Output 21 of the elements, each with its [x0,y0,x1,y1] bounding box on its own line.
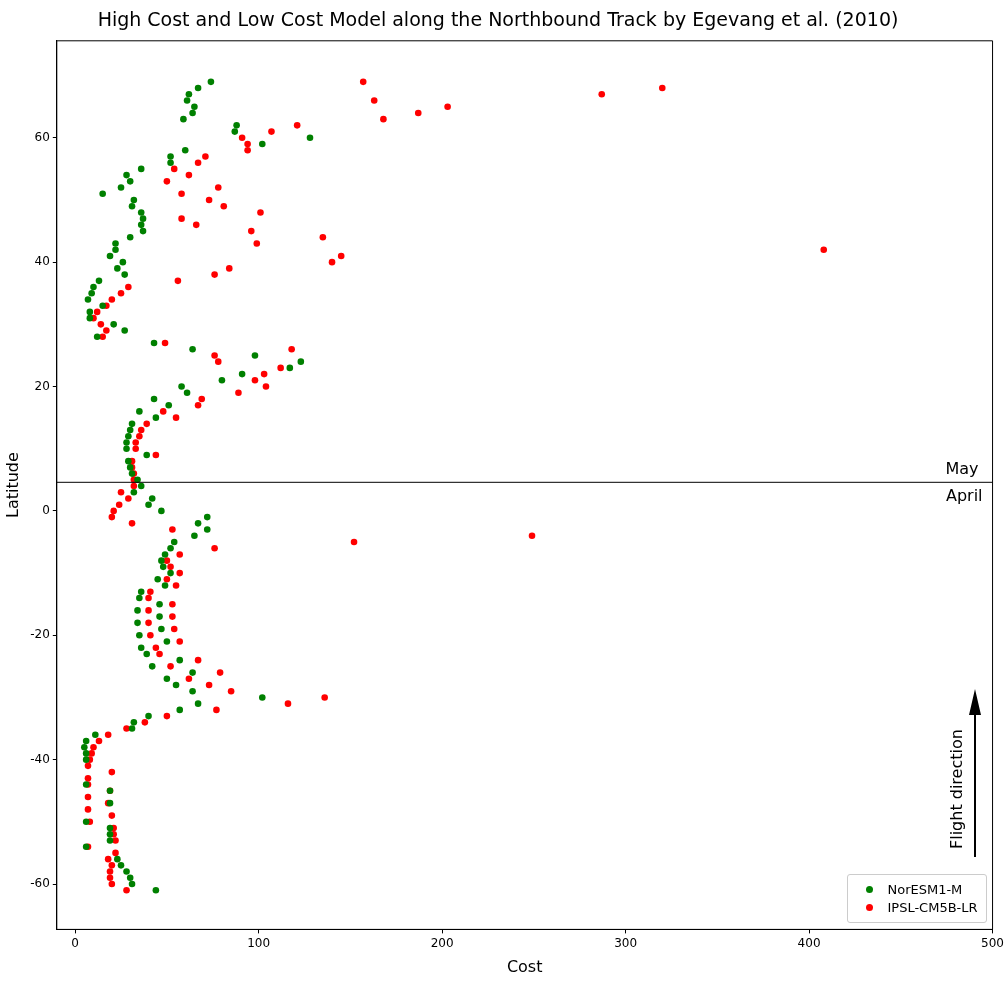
y-tick-label: 20 [34,378,50,393]
y-tick-label: 0 [42,503,50,518]
y-axis-title: Latitude [2,452,22,519]
legend-label: IPSL-CM5B-LR [887,900,978,916]
x-tick-label: 300 [614,935,638,950]
legend-label: NorESM1-M [887,882,963,898]
x-tick-label: 500 [981,935,1004,950]
annotation: April [945,486,983,506]
ref-line-label: May [945,459,979,479]
y-tick-label: 40 [34,254,50,269]
x-axis-title: Cost [506,956,543,976]
x-tick-label: 200 [430,935,454,950]
x-tick-label: 400 [797,935,821,950]
y-tick-label: -40 [30,751,50,766]
y-tick-label: 60 [34,129,50,144]
x-tick-label: 100 [247,935,271,950]
y-tick-label: -60 [30,876,50,891]
x-tick-label: 0 [71,935,79,950]
chart-title: High Cost and Low Cost Model along the Northbound Track by Egevang et al. (2010) [97,8,899,31]
annotation: Flight direction [946,729,966,850]
y-tick-label: -20 [30,627,50,642]
